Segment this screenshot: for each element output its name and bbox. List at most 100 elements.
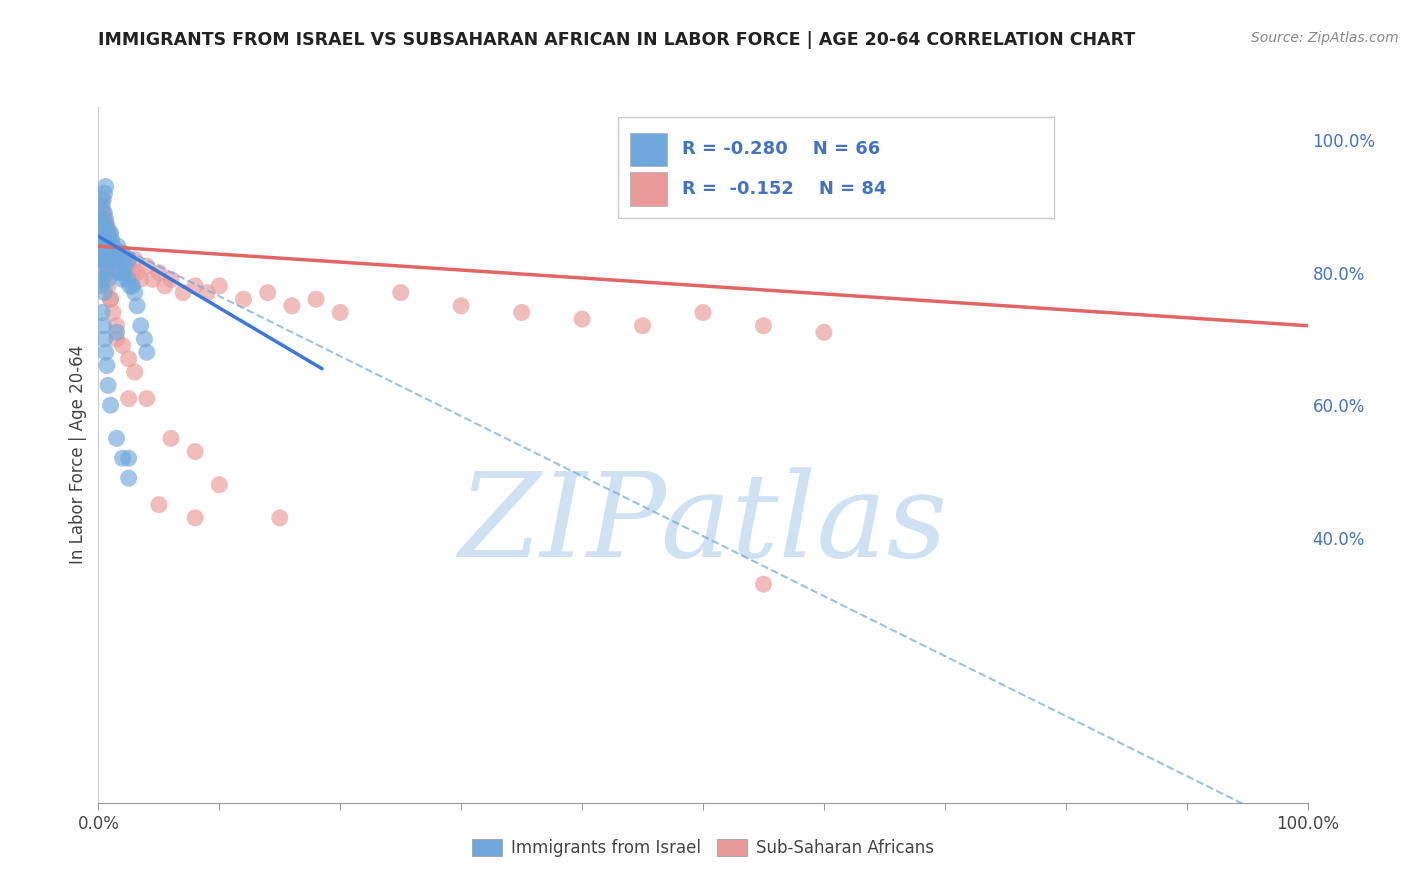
Point — [269, 511, 291, 525]
Point — [91, 233, 114, 247]
Point — [105, 252, 128, 267]
Point — [510, 305, 533, 319]
Point — [184, 444, 207, 458]
Point — [93, 212, 115, 227]
Point — [129, 272, 152, 286]
Point — [118, 279, 141, 293]
Point — [105, 318, 128, 333]
Point — [118, 252, 141, 267]
Point — [96, 266, 118, 280]
Y-axis label: In Labor Force | Age 20-64: In Labor Force | Age 20-64 — [69, 345, 87, 565]
FancyBboxPatch shape — [630, 172, 666, 206]
Point — [160, 431, 183, 445]
Point — [134, 332, 156, 346]
Point — [100, 239, 122, 253]
Point — [148, 498, 170, 512]
Point — [94, 219, 117, 234]
Point — [96, 359, 118, 373]
Point — [100, 233, 122, 247]
Text: ZIPatlas: ZIPatlas — [458, 467, 948, 582]
Point — [153, 279, 176, 293]
Point — [103, 252, 125, 267]
Point — [100, 292, 122, 306]
Point — [127, 299, 149, 313]
Point — [101, 239, 124, 253]
Point — [98, 233, 121, 247]
Point — [97, 226, 120, 240]
Point — [692, 305, 714, 319]
Point — [752, 318, 775, 333]
Point — [96, 219, 118, 234]
Point — [91, 193, 114, 207]
Point — [195, 285, 218, 300]
Point — [90, 233, 112, 247]
Point — [108, 252, 131, 267]
Point — [89, 252, 111, 267]
Point — [91, 305, 114, 319]
Point — [90, 279, 112, 293]
Point — [105, 259, 128, 273]
Point — [111, 245, 134, 260]
Point — [93, 332, 115, 346]
Point — [232, 292, 254, 306]
Point — [93, 186, 115, 201]
Point — [873, 133, 896, 147]
Legend: Immigrants from Israel, Sub-Saharan Africans: Immigrants from Israel, Sub-Saharan Afri… — [472, 838, 934, 857]
Point — [96, 266, 118, 280]
Point — [108, 266, 131, 280]
Point — [103, 252, 125, 267]
Point — [281, 299, 304, 313]
Point — [93, 233, 115, 247]
FancyBboxPatch shape — [619, 118, 1053, 219]
Point — [89, 219, 111, 234]
Point — [91, 233, 114, 247]
Point — [135, 392, 157, 406]
Point — [305, 292, 328, 306]
Point — [129, 318, 152, 333]
Point — [105, 332, 128, 346]
Point — [148, 266, 170, 280]
Point — [752, 577, 775, 591]
Point — [107, 239, 129, 253]
Point — [100, 233, 122, 247]
Point — [89, 212, 111, 227]
Point — [118, 392, 141, 406]
Point — [91, 252, 114, 267]
Point — [450, 299, 472, 313]
Point — [100, 398, 122, 412]
Point — [118, 451, 141, 466]
Point — [91, 212, 114, 227]
Point — [112, 266, 135, 280]
Point — [97, 279, 120, 293]
Point — [91, 226, 114, 240]
Point — [94, 239, 117, 253]
Point — [117, 272, 139, 286]
Point — [89, 239, 111, 253]
Point — [118, 351, 141, 366]
Point — [389, 285, 412, 300]
Point — [93, 233, 115, 247]
Point — [100, 226, 122, 240]
Point — [96, 259, 118, 273]
Point — [93, 239, 115, 253]
Point — [329, 305, 352, 319]
Point — [208, 477, 231, 491]
Point — [160, 272, 183, 286]
Point — [97, 245, 120, 260]
Point — [172, 285, 194, 300]
Point — [93, 285, 115, 300]
Text: Source: ZipAtlas.com: Source: ZipAtlas.com — [1251, 31, 1399, 45]
Point — [121, 279, 143, 293]
Point — [96, 239, 118, 253]
Point — [135, 345, 157, 359]
Point — [100, 292, 122, 306]
Point — [114, 252, 136, 267]
Point — [97, 245, 120, 260]
Point — [93, 239, 115, 253]
Point — [208, 279, 231, 293]
Point — [105, 431, 128, 445]
Point — [94, 239, 117, 253]
Point — [91, 219, 114, 234]
Point — [91, 199, 114, 213]
Point — [142, 272, 165, 286]
